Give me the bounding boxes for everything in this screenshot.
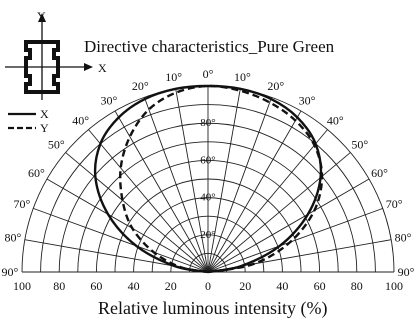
grid-spoke [207, 88, 241, 273]
grid-spoke [207, 178, 370, 273]
angle-label: 70° [13, 197, 30, 211]
radial-tick-label: 40 [276, 279, 288, 293]
grid-spoke [114, 110, 209, 273]
radial-tick-label: 60 [90, 279, 102, 293]
grid-spoke [175, 88, 209, 273]
grid-spoke [65, 152, 209, 273]
angle-label: 20° [132, 79, 149, 93]
grid-spoke [207, 97, 273, 273]
radial-tick-label: 20 [239, 279, 251, 293]
grid-spoke [143, 97, 209, 273]
angle-label: 10° [165, 70, 182, 84]
angle-label: 80° [395, 231, 412, 245]
angle-label: 40° [327, 113, 344, 127]
angle-label: 60° [371, 166, 388, 180]
angle-label: 80° [5, 231, 22, 245]
radial-tick-labels: 100 80 60 40 20 0 20 40 60 80 100 [13, 279, 403, 293]
angle-labels: 90°80°70°60°50°40°30°20°10° 0° 10°20°30°40… [2, 67, 415, 279]
angle-label: 10° [234, 70, 251, 84]
led-package-icon: Y X [5, 9, 107, 100]
radial-tick-label: 40 [128, 279, 140, 293]
radial-tick-label: 80 [53, 279, 65, 293]
radial-tick-label: 20 [165, 279, 177, 293]
series-y-line [119, 84, 324, 274]
inner-radius-label: 80° [200, 117, 215, 129]
grid-spoke [207, 152, 351, 273]
angle-label: 40° [72, 113, 89, 127]
grid-spoke [33, 207, 209, 273]
radial-tick-label: 100 [13, 279, 31, 293]
chart-title: Directive characteristics_Pure Green [84, 37, 335, 56]
angle-label: 0° [203, 67, 214, 81]
angle-label: 30° [101, 93, 118, 107]
grid-spoke [207, 207, 383, 273]
radial-tick-label: 100 [385, 279, 403, 293]
legend: X Y [8, 107, 49, 135]
series-layer [93, 84, 324, 274]
radial-tick-label: 80 [351, 279, 363, 293]
inner-radius-label: 20° [200, 229, 215, 241]
grid-spoke [207, 110, 302, 273]
angle-label: 90° [398, 265, 415, 279]
radial-tick-label: 60 [314, 279, 326, 293]
angle-label: 50° [48, 138, 65, 152]
inner-radius-label: 60° [200, 154, 215, 166]
legend-label-x: X [40, 107, 49, 121]
angle-label: 70° [386, 197, 403, 211]
grid-spoke [88, 129, 209, 273]
grid-spoke [207, 129, 328, 273]
icon-x-axis-label: X [98, 61, 107, 75]
angle-label: 90° [2, 265, 19, 279]
legend-label-y: Y [40, 121, 49, 135]
angle-label: 30° [299, 93, 316, 107]
icon-y-axis-label: Y [37, 9, 46, 23]
inner-radius-label: 40° [200, 192, 215, 204]
angle-label: 50° [351, 138, 368, 152]
angle-label: 20° [267, 79, 284, 93]
x-axis-label: Relative luminous intensity (%) [98, 298, 327, 319]
radial-tick-label: 0 [205, 279, 211, 293]
grid-spoke [46, 178, 209, 273]
series-x-line [93, 84, 323, 274]
angle-label: 60° [28, 166, 45, 180]
